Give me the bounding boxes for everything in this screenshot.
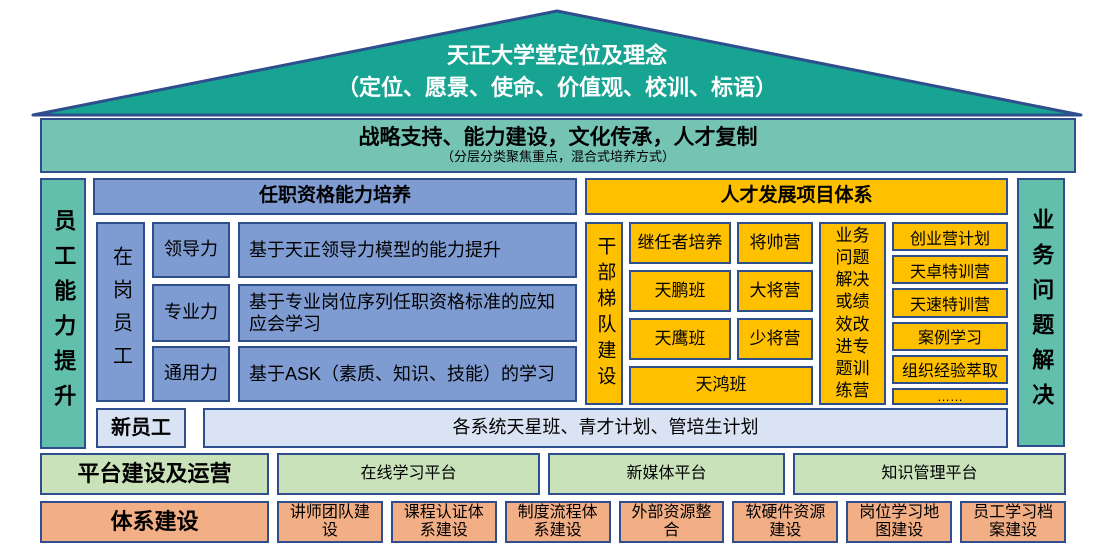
competency-label-text: 通用力 [164,363,218,384]
qualification-header-label: 任职资格能力培养 [258,185,411,207]
program-box-tianpeng: 天鹏班 [629,270,731,312]
camp-theme-group: 业务问题解决或绩效改进专题训练营 [819,222,886,405]
platform-item-text: 在线学习平台 [360,465,457,483]
banner-title: 战略支持、能力建设，文化传承，人才复制 [358,126,758,150]
system-item-text: 软硬件资源建设 [745,503,826,539]
special-program-text: 创业营计划 [909,230,990,248]
program-box-successor: 继任者培养 [629,222,731,264]
system-item-course-certification: 课程认证体系建设 [390,501,497,543]
new-employee-label-box: 新员工 [96,408,186,448]
competency-desc-text: 基于ASK（素质、知识、技能）的学习 [249,363,556,384]
platform-section-text: 平台建设及运营 [77,460,232,486]
employee-capability-rail: 员工能力提升 [40,178,86,449]
special-program-text: 天卓特训营 [909,263,990,281]
competency-desc-text: 基于专业岗位序列任职资格标准的应知应会学习 [249,291,555,335]
program-box-tianying: 天鹰班 [629,318,731,360]
right-rail-label: 业务问题解决 [1029,207,1055,418]
banner-subtitle: （分层分类聚焦重点，混合式培养方式） [440,149,675,165]
roof-shape [31,9,1083,117]
special-program-text: …… [937,389,963,405]
new-employee-label: 新员工 [111,417,171,439]
program-box-text: 将帅营 [749,232,801,252]
talent-program-header-label: 人才发展项目体系 [720,185,873,207]
platform-item-knowledge: 知识管理平台 [793,453,1066,495]
program-box-text: 天鹰班 [654,328,706,348]
new-employee-program-box: 各系统天星班、青才计划、管培生计划 [203,408,1008,448]
on-job-employee-group: 在岗员工 [96,222,145,402]
system-section-text: 体系建设 [110,508,199,534]
special-program-startup: 创业营计划 [892,222,1008,252]
talent-program-header: 人才发展项目体系 [585,178,1008,215]
platform-section-label: 平台建设及运营 [40,453,269,495]
system-item-text: 员工学习档案建设 [973,503,1054,539]
program-box-jiangshuai: 将帅营 [737,222,813,264]
left-rail-label: 员工能力提升 [51,208,77,419]
system-item-text: 岗位学习地图建设 [859,503,940,539]
special-program-text: 天速特训营 [909,297,990,314]
competency-desc-leadership: 基于天正领导力模型的能力提升 [238,222,577,278]
special-program-tiansu: 天速特训营 [892,288,1008,318]
special-program-knowledge-extract: 组织经验萃取 [892,354,1008,385]
competency-desc-professional: 基于专业岗位序列任职资格标准的应知应会学习 [238,284,577,342]
on-job-employee-label: 在岗员工 [109,246,132,378]
program-box-dajiang: 大将营 [737,270,813,312]
competency-label-text: 领导力 [164,239,218,260]
special-program-case-study: 案例学习 [892,321,1008,351]
competency-label-leadership: 领导力 [152,222,230,278]
new-employee-program-text: 各系统天星班、青才计划、管培生计划 [452,417,759,438]
system-items-row: 讲师团队建设 课程认证体系建设 制度流程体系建设 外部资源整合 软硬件资源建设 … [277,501,1067,543]
program-box-text: 天鸿班 [695,375,747,395]
program-box-text: 继任者培养 [637,232,723,252]
program-box-text: 少将营 [749,328,801,348]
cadre-ladder-group: 干部梯队建设 [585,222,623,405]
system-item-learning-map: 岗位学习地图建设 [846,501,953,543]
business-problem-rail: 业务问题解决 [1017,178,1065,447]
competency-label-text: 专业力 [164,302,218,323]
cadre-ladder-label: 干部梯队建设 [594,235,616,392]
roof-title: 天正大学堂定位及理念 [446,43,667,68]
system-item-learning-archive: 员工学习档案建设 [960,501,1067,543]
system-item-text: 讲师团队建设 [289,503,370,539]
system-item-text: 课程认证体系建设 [403,503,484,539]
special-program-tianzhuo: 天卓特训营 [892,255,1008,285]
program-box-text: 大将营 [749,280,801,300]
competency-label-professional: 专业力 [152,284,230,342]
special-program-text: 案例学习 [917,330,982,348]
competency-desc-general: 基于ASK（素质、知识、技能）的学习 [238,346,577,402]
special-program-more: …… [892,388,1008,406]
program-box-tianhong: 天鸿班 [629,366,813,405]
program-box-shaojiang: 少将营 [737,318,813,360]
system-item-text: 制度流程体系建设 [517,503,598,539]
strategy-banner: 战略支持、能力建设，文化传承，人才复制 （分层分类聚焦重点，混合式培养方式） [40,118,1076,173]
roof-subtitle: （定位、愿景、使命、价值观、校训、标语） [336,74,777,100]
qualification-header: 任职资格能力培养 [93,178,577,215]
system-item-external-resources: 外部资源整合 [618,501,725,543]
program-box-text: 天鹏班 [654,280,706,300]
platform-item-newmedia: 新媒体平台 [548,453,785,495]
special-program-text: 组织经验萃取 [901,363,998,381]
platform-item-elearning: 在线学习平台 [277,453,540,495]
system-item-process-system: 制度流程体系建设 [504,501,611,543]
camp-theme-label: 业务问题解决或绩效改进专题训练营 [835,226,870,400]
platform-item-text: 知识管理平台 [881,465,978,483]
system-item-hardware-software: 软硬件资源建设 [732,501,839,543]
competency-label-general: 通用力 [152,346,230,402]
system-item-trainer-team: 讲师团队建设 [277,501,383,543]
system-section-label: 体系建设 [40,501,269,543]
competency-desc-text: 基于天正领导力模型的能力提升 [249,239,501,260]
platform-item-text: 新媒体平台 [626,465,707,483]
system-item-text: 外部资源整合 [631,503,712,539]
special-program-column: 创业营计划 天卓特训营 天速特训营 案例学习 组织经验萃取 …… [892,222,1008,406]
roof-text-block: 天正大学堂定位及理念 （定位、愿景、使命、价值观、校训、标语） [30,40,1084,104]
